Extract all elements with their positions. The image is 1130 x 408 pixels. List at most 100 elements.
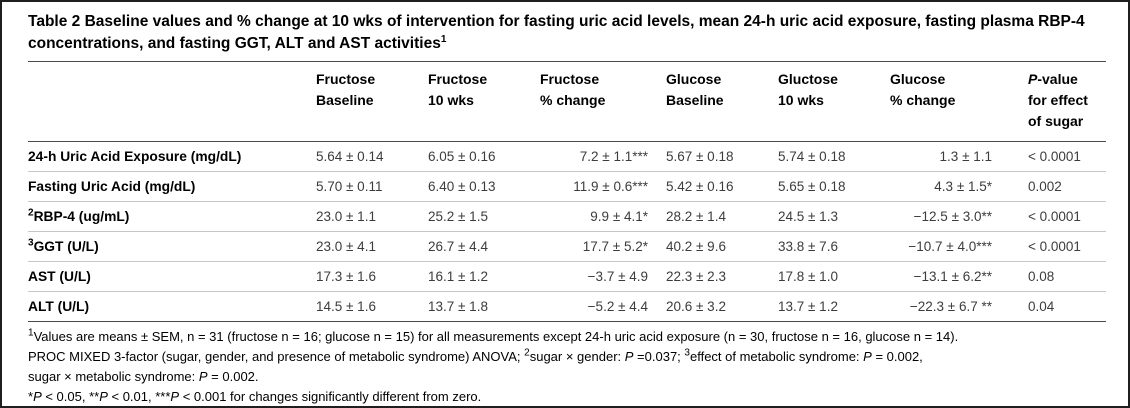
cell-fructose-pct-change: −5.2 ± 4.4 [587, 298, 648, 314]
cell-fructose-baseline: 5.70 ± 0.11 [316, 178, 383, 194]
cell-glucose-baseline: 22.3 ± 2.3 [666, 268, 726, 284]
header-line: % change [890, 91, 956, 108]
header-line: Glucose [890, 70, 946, 87]
header-line: Fructose [540, 70, 600, 87]
table-row-ggt: 3GGT (U/L) 23.0 ± 4.1 26.7 ± 4.4 17.7 ± … [28, 231, 1106, 262]
cell-glucose-pct-change: −10.7 ± 4.0*** [908, 238, 992, 254]
cell-p-value: 0.002 [1028, 178, 1062, 194]
cell-fructose-10wks: 26.7 ± 4.4 [428, 238, 488, 254]
table-row-fasting-uric-acid: Fasting Uric Acid (mg/dL) 5.70 ± 0.11 6.… [28, 171, 1106, 202]
header-line: Baseline [666, 91, 724, 108]
footnote-text: = 0.002, [871, 348, 923, 364]
cell-glucose-10wks: 17.8 ± 1.0 [778, 268, 838, 284]
footnote-text: = 0.002. [207, 368, 259, 384]
p-value-italic: P [863, 348, 872, 364]
footnote-text: sugar × metabolic syndrome: [28, 368, 199, 384]
cell-p-value: 0.04 [1028, 298, 1055, 314]
cell-fructose-baseline: 14.5 ± 1.6 [316, 298, 376, 314]
header-line: Fructose [428, 70, 488, 87]
header-line: Fructose [316, 70, 376, 87]
cell-glucose-pct-change: −22.3 ± 6.7 ** [909, 298, 992, 314]
cell-fructose-pct-change: 11.9 ± 0.6*** [573, 178, 648, 194]
row-superscript: 3 [28, 237, 34, 249]
header-line: Gluctose [778, 70, 838, 87]
header-row: Fructose Baseline Fructose 10 wks Fructo… [28, 60, 1106, 142]
col-header-glucose-pct-change: Glucose % change [890, 60, 1028, 142]
header-line: Glucose [666, 70, 722, 87]
p-value-italic: P [198, 368, 208, 384]
table-title-superscript: 1 [440, 34, 447, 46]
results-table: Fructose Baseline Fructose 10 wks Fructo… [28, 60, 1106, 322]
cell-fructose-10wks: 13.7 ± 1.8 [428, 298, 488, 314]
table-row-rbp4: 2RBP-4 (ug/mL) 23.0 ± 1.1 25.2 ± 1.5 9.9… [28, 201, 1106, 232]
cell-glucose-baseline: 5.67 ± 0.18 [666, 148, 734, 164]
table-row-ast: AST (U/L) 17.3 ± 1.6 16.1 ± 1.2 −3.7 ± 4… [28, 261, 1106, 292]
cell-glucose-pct-change: −12.5 ± 3.0** [913, 208, 992, 224]
footnote-text: < 0.001 for changes significantly differ… [179, 388, 482, 404]
cell-fructose-pct-change: 9.9 ± 4.1* [590, 208, 648, 224]
header-line: P-value [1028, 69, 1104, 90]
p-value-italic: P [33, 388, 42, 404]
cell-fructose-baseline: 17.3 ± 1.6 [316, 268, 376, 284]
col-header-empty [28, 60, 316, 142]
row-label: 3GGT (U/L) [28, 231, 316, 261]
header-line: Baseline [316, 91, 374, 108]
cell-glucose-pct-change: 1.3 ± 1.1 [939, 148, 992, 164]
header-line: for effect [1028, 91, 1088, 108]
p-value-italic: P [624, 348, 634, 364]
footnote-superscript: 3 [684, 347, 690, 359]
cell-glucose-baseline: 20.6 ± 3.2 [666, 298, 726, 314]
footnote-3: sugar × metabolic syndrome: P = 0.002. [28, 367, 1106, 387]
col-header-p-value: P-value for effect of sugar [1028, 60, 1106, 142]
cell-fructose-10wks: 6.05 ± 0.16 [428, 148, 496, 164]
cell-glucose-baseline: 5.42 ± 0.16 [666, 178, 734, 194]
table-footnotes: 1Values are means ± SEM, n = 31 (fructos… [28, 327, 1106, 406]
table-title-label: Table 2 [28, 13, 81, 30]
row-label-text: ALT (U/L) [28, 298, 90, 314]
footnote-text: < 0.01, *** [107, 388, 171, 404]
cell-glucose-10wks: 24.5 ± 1.3 [778, 208, 838, 224]
col-header-glucose-baseline: Glucose Baseline [666, 60, 778, 142]
footnote-4: *P < 0.05, **P < 0.01, ***P < 0.001 for … [28, 387, 1106, 406]
p-value-italic: P [99, 388, 108, 404]
cell-p-value: < 0.0001 [1028, 148, 1081, 164]
cell-glucose-10wks: 33.8 ± 7.6 [778, 238, 838, 254]
footnote-2: PROC MIXED 3-factor (sugar, gender, and … [28, 347, 1106, 367]
cell-fructose-10wks: 16.1 ± 1.2 [428, 268, 488, 284]
footnote-text: sugar × gender: [529, 348, 625, 364]
table-title-text: Baseline values and % change at 10 wks o… [28, 13, 1085, 53]
cell-glucose-baseline: 28.2 ± 1.4 [666, 208, 726, 224]
row-label-text: AST (U/L) [28, 268, 91, 284]
footnote-superscript: 2 [524, 347, 530, 359]
footnote-1: 1Values are means ± SEM, n = 31 (fructos… [28, 327, 1106, 347]
row-label: ALT (U/L) [28, 291, 316, 321]
table-row-uric-acid-exposure: 24-h Uric Acid Exposure (mg/dL) 5.64 ± 0… [28, 141, 1106, 172]
table-row-alt: ALT (U/L) 14.5 ± 1.6 13.7 ± 1.8 −5.2 ± 4… [28, 291, 1106, 322]
cell-fructose-pct-change: 17.7 ± 5.2* [582, 238, 648, 254]
cell-fructose-10wks: 25.2 ± 1.5 [428, 208, 488, 224]
cell-fructose-baseline: 5.64 ± 0.14 [316, 148, 384, 164]
cell-glucose-10wks: 13.7 ± 1.2 [778, 298, 838, 314]
col-header-fructose-10wks: Fructose 10 wks [428, 60, 540, 142]
row-superscript: 2 [28, 207, 34, 219]
row-label-text: Fasting Uric Acid (mg/dL) [28, 178, 196, 194]
row-label-text: GGT (U/L) [33, 238, 99, 254]
cell-glucose-baseline: 40.2 ± 9.6 [666, 238, 726, 254]
col-header-fructose-baseline: Fructose Baseline [316, 60, 428, 142]
header-line: 10 wks [428, 91, 474, 108]
cell-fructose-baseline: 23.0 ± 4.1 [316, 238, 376, 254]
col-header-fructose-pct-change: Fructose % change [540, 60, 666, 142]
cell-glucose-10wks: 5.65 ± 0.18 [778, 178, 846, 194]
table-title: Table 2 Baseline values and % change at … [28, 11, 1106, 56]
cell-fructose-pct-change: 7.2 ± 1.1*** [579, 148, 648, 164]
row-label: 2RBP-4 (ug/mL) [28, 201, 316, 231]
footnote-text: =0.037; [633, 348, 685, 364]
p-value-rest: -value [1037, 70, 1078, 87]
cell-glucose-pct-change: 4.3 ± 1.5* [934, 178, 992, 194]
footnote-text: PROC MIXED 3-factor (sugar, gender, and … [28, 348, 525, 364]
footnote-text: effect of metabolic syndrome: [689, 348, 864, 364]
header-line: of sugar [1028, 112, 1084, 129]
footnote-text: < 0.05, ** [41, 388, 100, 404]
row-label: AST (U/L) [28, 261, 316, 291]
